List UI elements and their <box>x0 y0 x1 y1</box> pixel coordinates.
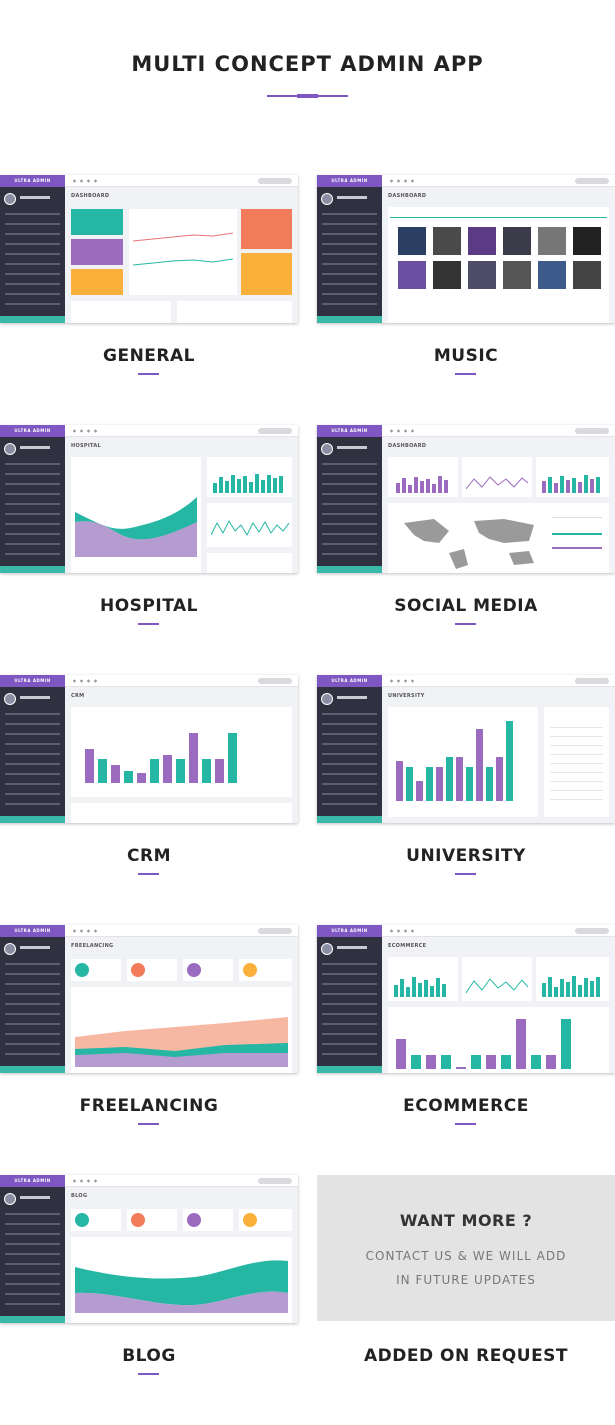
card-music[interactable]: ULTRA ADMIN DASHBOARD <box>317 175 615 323</box>
dashboard-screenshot-hospital: ULTRA ADMIN HOSPITAL <box>0 425 298 573</box>
card-label-added-on-request: ADDED ON REQUEST <box>363 1346 569 1366</box>
card-label-ecommerce: ECOMMERCE <box>403 1096 529 1116</box>
card-university[interactable]: ULTRA ADMIN UNIVERSITY <box>317 675 615 823</box>
card-underline <box>138 873 159 875</box>
dashboard-screenshot-music: ULTRA ADMIN DASHBOARD <box>317 175 615 323</box>
want-more-line-1: CONTACT US & WE WILL ADD <box>365 1249 567 1263</box>
screenshot-heading: DASHBOARD <box>71 193 110 199</box>
card-label-music: MUSIC <box>433 346 499 366</box>
screenshot-heading: BLOG <box>71 1193 88 1199</box>
card-label-blog: BLOG <box>122 1346 176 1366</box>
brand-logo: ULTRA ADMIN <box>0 175 65 187</box>
title-underline <box>267 94 348 98</box>
card-label-hospital: HOSPITAL <box>100 596 198 616</box>
card-label-social-media: SOCIAL MEDIA <box>394 596 538 616</box>
dashboard-screenshot-ecommerce: ULTRA ADMIN ECOMMERCE <box>317 925 615 1073</box>
want-more-box: WANT MORE ? CONTACT US & WE WILL ADD IN … <box>317 1175 615 1321</box>
card-underline <box>455 873 476 875</box>
dashboard-screenshot-blog: ULTRA ADMIN BLOG <box>0 1175 298 1323</box>
card-blog[interactable]: ULTRA ADMIN BLOG <box>0 1175 298 1323</box>
dashboard-screenshot-university: ULTRA ADMIN UNIVERSITY <box>317 675 615 823</box>
screenshot-heading: DASHBOARD <box>388 443 427 449</box>
card-label-freelancing: FREELANCING <box>79 1096 219 1116</box>
card-label-crm: CRM <box>127 846 171 866</box>
screenshot-heading: CRM <box>71 693 85 699</box>
page-title: MULTI CONCEPT ADMIN APP <box>131 52 484 76</box>
card-underline <box>138 1373 159 1375</box>
screenshot-heading: DASHBOARD <box>388 193 427 199</box>
card-label-general: GENERAL <box>103 346 195 366</box>
card-freelancing[interactable]: ULTRA ADMIN FREELANCING <box>0 925 298 1073</box>
dashboard-screenshot-general: ULTRA ADMIN DASHBOARD <box>0 175 298 323</box>
card-underline <box>455 373 476 375</box>
card-general[interactable]: ULTRA ADMIN DASHBOARD <box>0 175 298 323</box>
card-underline <box>455 1123 476 1125</box>
card-social-media[interactable]: ULTRA ADMIN DASHBOARD <box>317 425 615 573</box>
card-label-university: UNIVERSITY <box>406 846 526 866</box>
card-underline <box>138 373 159 375</box>
want-more-line-2: IN FUTURE UPDATES <box>396 1273 536 1287</box>
dashboard-screenshot-crm: ULTRA ADMIN CRM <box>0 675 298 823</box>
screenshot-heading: HOSPITAL <box>71 443 102 449</box>
screenshot-heading: ECOMMERCE <box>388 943 427 949</box>
want-more-title: WANT MORE ? <box>399 1211 533 1230</box>
card-hospital[interactable]: ULTRA ADMIN HOSPITAL <box>0 425 298 573</box>
card-underline <box>455 623 476 625</box>
dashboard-screenshot-freelancing: ULTRA ADMIN FREELANCING <box>0 925 298 1073</box>
screenshot-heading: UNIVERSITY <box>388 693 425 699</box>
card-underline <box>138 623 159 625</box>
card-crm[interactable]: ULTRA ADMIN CRM <box>0 675 298 823</box>
screenshot-heading: FREELANCING <box>71 943 114 949</box>
dashboard-screenshot-social-media: ULTRA ADMIN DASHBOARD <box>317 425 615 573</box>
card-underline <box>138 1123 159 1125</box>
card-ecommerce[interactable]: ULTRA ADMIN ECOMMERCE <box>317 925 615 1073</box>
